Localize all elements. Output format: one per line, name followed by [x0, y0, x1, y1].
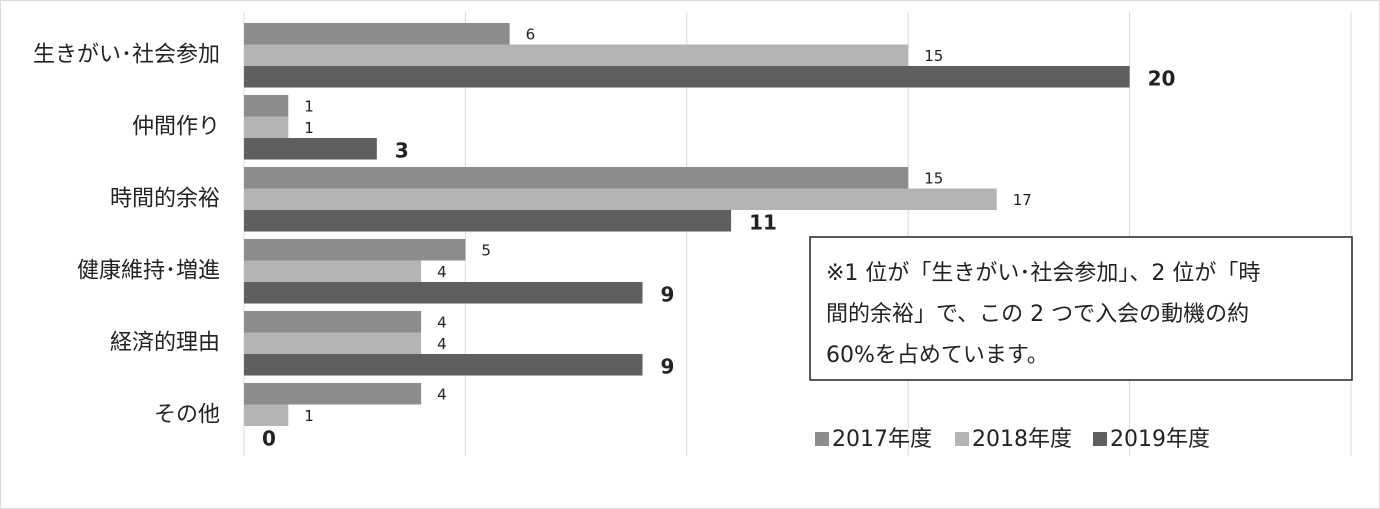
value-label: 6 — [526, 26, 536, 44]
bar — [244, 332, 422, 354]
bar — [244, 167, 909, 189]
value-label: 1 — [304, 407, 314, 425]
value-label: 15 — [924, 170, 943, 188]
bar — [244, 282, 643, 304]
category-label: 仲間作り — [132, 114, 220, 139]
legend-label: 2018年度 — [972, 427, 1072, 452]
bar — [244, 383, 422, 405]
bar — [244, 138, 377, 160]
annotation-text: 間的余裕」で、この 2 つで入会の動機の約 — [826, 302, 1249, 327]
legend-swatch — [955, 432, 969, 446]
bar — [244, 23, 510, 45]
value-label: 1 — [304, 98, 314, 116]
value-label: 1 — [304, 119, 314, 137]
category-label: 時間的余裕 — [110, 186, 220, 211]
value-label: 4 — [437, 335, 447, 353]
annotation-text: 60%を占めています。 — [826, 343, 1049, 368]
value-label: 5 — [481, 242, 491, 260]
value-label: 4 — [437, 386, 447, 404]
value-label: 17 — [1013, 191, 1032, 209]
category-label: 健康維持･増進 — [77, 258, 220, 283]
bar — [244, 404, 289, 426]
bar — [244, 66, 1130, 88]
bar — [244, 311, 422, 333]
category-label: 経済的理由 — [110, 330, 220, 355]
value-label: 15 — [924, 47, 943, 65]
bar — [244, 188, 997, 210]
bar — [244, 95, 289, 117]
value-label: 4 — [437, 314, 447, 332]
annotation-box — [809, 236, 1353, 381]
annotation-text: ※1 位が「生きがい･社会参加」、2 位が「時 — [826, 261, 1260, 286]
value-label: 0 — [262, 427, 276, 451]
value-label: 3 — [395, 139, 409, 163]
legend-swatch — [1093, 432, 1107, 446]
bar — [244, 354, 643, 376]
value-label: 9 — [661, 355, 675, 379]
bar — [244, 239, 466, 261]
category-label: 生きがい･社会参加 — [33, 42, 220, 67]
legend-label: 2017年度 — [832, 427, 932, 452]
category-label: その他 — [154, 402, 220, 427]
bar — [244, 44, 909, 66]
value-label: 9 — [661, 283, 675, 307]
legend-swatch — [815, 432, 829, 446]
value-label: 4 — [437, 263, 447, 281]
bar — [244, 116, 289, 138]
bar — [244, 210, 732, 232]
bar — [244, 260, 422, 282]
value-label: 20 — [1148, 67, 1176, 91]
value-label: 11 — [749, 211, 777, 235]
legend-label: 2019年度 — [1110, 427, 1210, 452]
